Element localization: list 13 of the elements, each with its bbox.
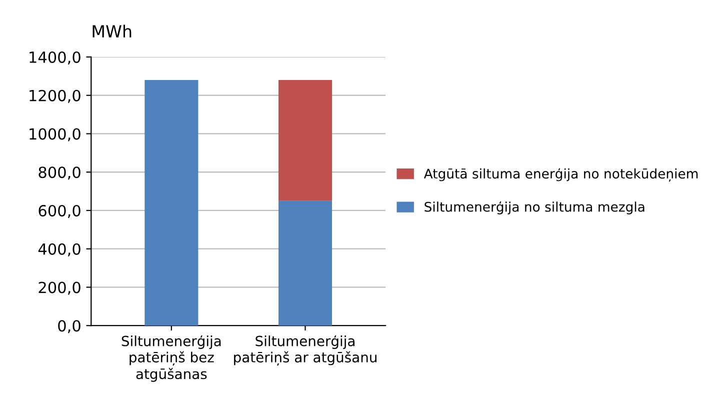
y-tick-label: 600,0 — [38, 204, 80, 218]
y-tick-label: 0,0 — [58, 320, 80, 334]
y-axis-title: MWh — [92, 24, 132, 38]
y-tick-label: 1200,0 — [30, 90, 80, 103]
legend-label: Atgūtā siltuma enerģija no notekūdeņiem — [424, 168, 698, 182]
legend-label: Siltumenerģija no siltuma mezgla — [424, 201, 644, 214]
x-tick-label: Siltumenerģija patēriņš ar atgūšanu — [234, 335, 376, 366]
y-tick-label: 1000,0 — [30, 128, 80, 142]
x-tick-label: Siltumenerģija patēriņš bez atgūšanas — [122, 335, 221, 382]
y-tick-label: 400,0 — [38, 243, 80, 256]
y-tick-label: 800,0 — [38, 166, 80, 180]
y-tick-label: 200,0 — [38, 282, 80, 295]
y-tick-label: 1400,0 — [30, 51, 80, 65]
